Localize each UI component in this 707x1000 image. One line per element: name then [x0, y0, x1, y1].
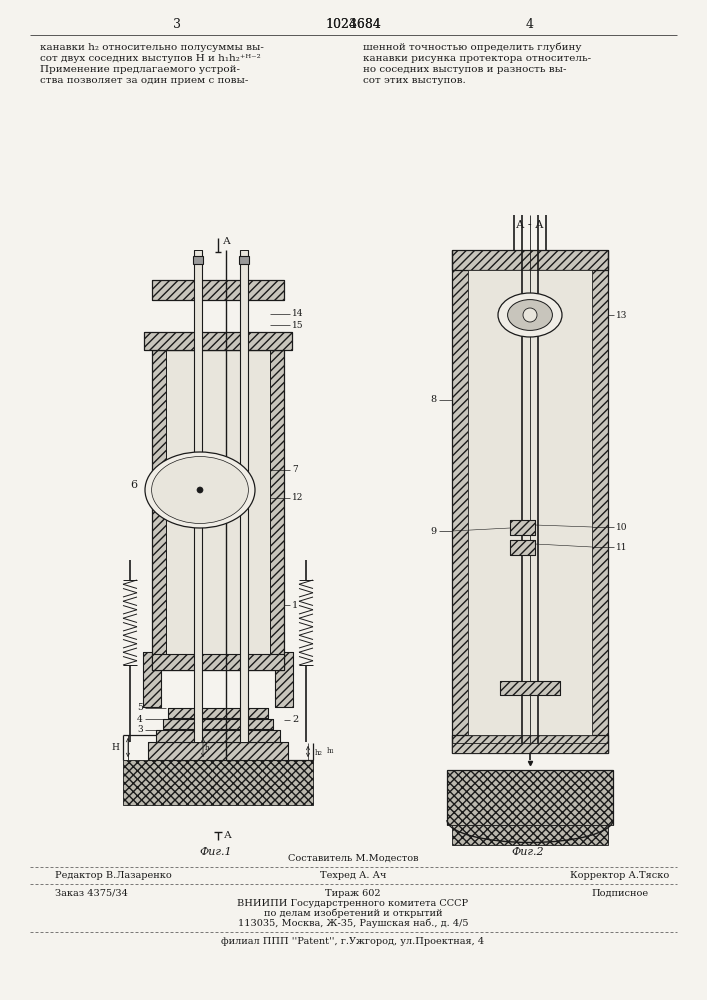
Bar	[452, 250, 608, 270]
Text: Фиг.2: Фиг.2	[512, 847, 544, 857]
Bar	[510, 540, 535, 555]
Bar	[452, 735, 608, 753]
Text: ВНИИПИ Государстренного комитета СССР: ВНИИПИ Государстренного комитета СССР	[238, 898, 469, 908]
Text: 1024684: 1024684	[325, 18, 381, 31]
Text: 12: 12	[292, 493, 303, 502]
Text: 15: 15	[292, 320, 303, 330]
Text: Составитель М.Модестов: Составитель М.Модестов	[288, 854, 419, 862]
Text: h₁: h₁	[327, 747, 335, 755]
Bar	[152, 654, 284, 670]
Text: А - А: А - А	[516, 220, 544, 230]
Bar	[194, 250, 202, 742]
Text: 6: 6	[130, 480, 137, 490]
Bar	[592, 270, 608, 735]
Bar	[510, 540, 535, 555]
Text: h: h	[205, 744, 210, 752]
Bar	[240, 250, 248, 742]
Bar	[123, 760, 313, 805]
Bar	[500, 681, 560, 695]
Text: сот двух соседних выступов Н и h₁h₂⁺ᴴ⁻²: сот двух соседних выступов Н и h₁h₂⁺ᴴ⁻²	[40, 54, 261, 63]
Ellipse shape	[151, 457, 248, 523]
Text: сот этих выступов.: сот этих выступов.	[363, 76, 466, 85]
Bar	[144, 332, 292, 350]
Text: по делам изобретений и открытий: по делам изобретений и открытий	[264, 908, 443, 918]
Text: 2: 2	[292, 716, 298, 724]
Bar	[510, 520, 535, 535]
Text: Применение предлагаемого устрой-: Применение предлагаемого устрой-	[40, 65, 240, 74]
Text: 8: 8	[431, 395, 437, 404]
Text: 9: 9	[431, 526, 437, 536]
Text: но соседних выступов и разность вы-: но соседних выступов и разность вы-	[363, 65, 566, 74]
Bar	[270, 350, 284, 670]
Text: 4: 4	[526, 18, 534, 31]
Text: 3: 3	[173, 18, 181, 31]
Bar	[452, 250, 608, 270]
Text: канавки рисунка протектора относитель-: канавки рисунка протектора относитель-	[363, 54, 591, 63]
Circle shape	[523, 308, 537, 322]
Bar	[468, 270, 592, 735]
Bar	[152, 280, 284, 300]
Text: 11: 11	[616, 542, 628, 552]
Bar	[452, 825, 608, 845]
Text: Заказ 4375/34: Заказ 4375/34	[55, 888, 128, 898]
Text: 113035, Москва, Ж-35, Раушская наб., д. 4/5: 113035, Москва, Ж-35, Раушская наб., д. …	[238, 918, 468, 928]
Ellipse shape	[145, 452, 255, 528]
Text: Подписное: Подписное	[592, 888, 648, 898]
Text: канавки h₂ относительно полусуммы вы-: канавки h₂ относительно полусуммы вы-	[40, 43, 264, 52]
Bar	[193, 256, 203, 264]
Bar	[510, 520, 535, 535]
Text: А: А	[223, 237, 231, 246]
Bar	[500, 681, 560, 695]
Bar	[275, 652, 293, 707]
Text: 1024684: 1024684	[325, 18, 381, 31]
Text: Фиг.1: Фиг.1	[199, 847, 233, 857]
Bar	[166, 350, 270, 670]
Bar	[152, 654, 284, 670]
Bar	[168, 708, 268, 718]
Bar	[152, 350, 166, 670]
Bar	[163, 719, 273, 729]
Bar	[148, 742, 288, 760]
Bar	[152, 280, 284, 300]
Ellipse shape	[508, 300, 552, 330]
Bar	[452, 743, 608, 753]
Text: 4: 4	[137, 714, 143, 724]
Bar	[143, 652, 161, 707]
Bar	[156, 730, 280, 742]
Text: 3: 3	[349, 18, 357, 31]
Text: Корректор А.Тяско: Корректор А.Тяско	[571, 871, 670, 880]
Text: 7: 7	[292, 466, 298, 475]
Text: 3: 3	[137, 726, 143, 734]
Ellipse shape	[498, 293, 562, 337]
Text: 5: 5	[137, 704, 143, 712]
Text: Редактор В.Лазаренко: Редактор В.Лазаренко	[55, 871, 172, 880]
Text: 10: 10	[616, 522, 628, 532]
Bar	[148, 742, 288, 760]
Text: ства позволяет за один прием с повы-: ства позволяет за один прием с повы-	[40, 76, 248, 85]
Text: Тираж 602: Тираж 602	[325, 888, 381, 898]
Text: 1: 1	[292, 600, 298, 609]
Bar	[143, 652, 161, 707]
Circle shape	[197, 487, 203, 493]
Bar	[144, 332, 292, 350]
Text: 13: 13	[616, 310, 627, 320]
Bar	[168, 708, 268, 718]
Text: шенной точностью определить глубину: шенной точностью определить глубину	[363, 43, 581, 52]
Bar	[275, 652, 293, 707]
Text: А: А	[224, 832, 232, 840]
Bar	[156, 730, 280, 742]
Bar	[239, 256, 249, 264]
Text: h₂: h₂	[315, 749, 323, 757]
Bar	[452, 735, 608, 753]
Bar	[452, 270, 468, 735]
Text: филиал ППП ''Patent'', г.Ужгород, ул.Проектная, 4: филиал ППП ''Patent'', г.Ужгород, ул.Про…	[221, 938, 484, 946]
Bar	[163, 719, 273, 729]
Text: Техред А. Ач: Техред А. Ач	[320, 871, 386, 880]
Text: Н: Н	[111, 744, 119, 752]
Bar	[447, 770, 613, 825]
Text: 14: 14	[292, 310, 303, 318]
